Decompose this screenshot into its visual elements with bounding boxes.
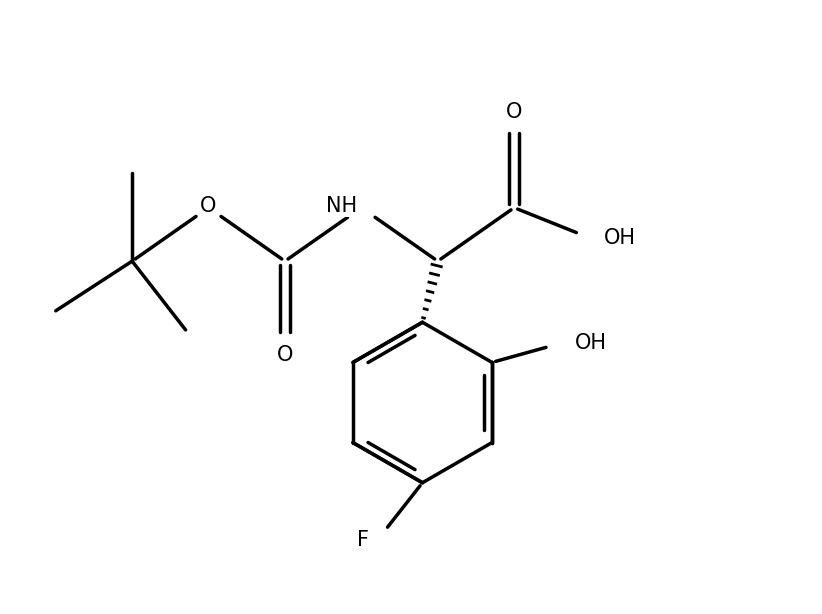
Text: F: F — [357, 530, 369, 550]
Text: O: O — [506, 102, 522, 122]
Text: OH: OH — [604, 228, 636, 248]
Text: NH: NH — [326, 196, 358, 216]
Text: O: O — [201, 196, 217, 216]
Text: OH: OH — [575, 333, 607, 353]
Text: O: O — [277, 345, 293, 365]
